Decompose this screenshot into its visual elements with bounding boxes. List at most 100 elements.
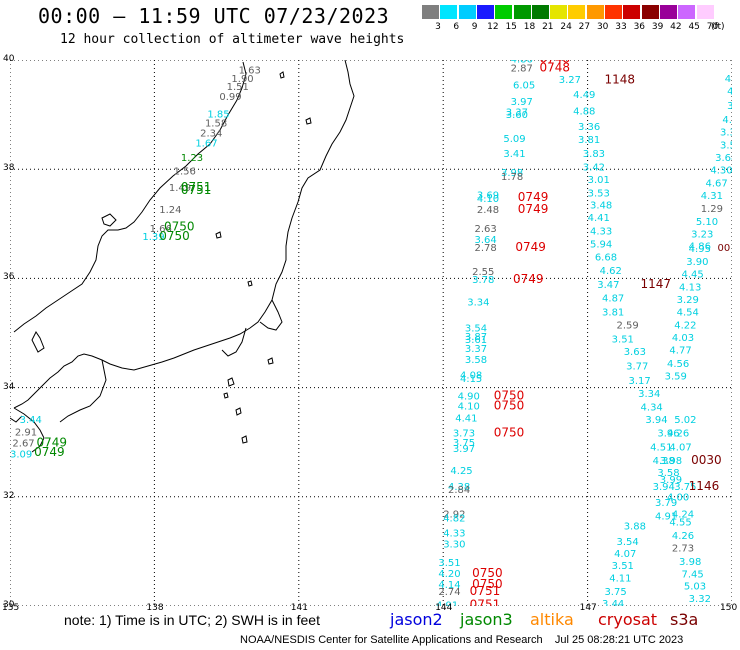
pass-time-label: 1147 bbox=[641, 277, 672, 291]
wave-height-label: 1.67 bbox=[195, 138, 217, 149]
wave-height-label: 5.03 bbox=[684, 582, 706, 593]
legend-swatch bbox=[659, 5, 677, 19]
wave-height-observations: 4.862.87074807483.2711486.054.493.974.88… bbox=[10, 60, 732, 606]
wave-height-label: 2.91 bbox=[15, 428, 37, 439]
wave-height-label: 4.45 bbox=[681, 269, 703, 280]
legend-label: 70 bbox=[706, 22, 719, 32]
pass-time-label: 0749 bbox=[34, 445, 65, 459]
wave-height-label: 4.41 bbox=[588, 213, 610, 224]
wave-height-label: 3.17 bbox=[629, 376, 651, 387]
wave-height-label: 3.99 bbox=[660, 475, 682, 486]
wave-height-label: 3.77 bbox=[626, 362, 648, 373]
wave-height-label: 6.68 bbox=[595, 252, 617, 263]
credits-footer: NOAA/NESDIS Center for Satellite Applica… bbox=[240, 634, 684, 646]
lat-lon-grid bbox=[10, 60, 732, 606]
wave-height-label: 4.25 bbox=[450, 466, 472, 477]
wave-height-label: 4.86 bbox=[511, 60, 533, 66]
wave-height-label: 3.51 bbox=[612, 334, 634, 345]
legend-label: 42 bbox=[670, 22, 682, 32]
wave-height-label: 4.26 bbox=[672, 531, 694, 542]
legend-label: 3 bbox=[435, 22, 441, 32]
longitude-label: 144 bbox=[435, 603, 453, 613]
wave-height-label: 3.79 bbox=[655, 498, 677, 509]
wave-height-label: 3.94 bbox=[645, 415, 667, 426]
wave-height-label: 0.99 bbox=[219, 92, 241, 103]
wave-height-label: 4.55 bbox=[669, 518, 691, 529]
wave-height-label: 3.98 bbox=[679, 557, 701, 568]
wave-height-label: 4.30 bbox=[710, 166, 732, 177]
wave-height-label: 4.11 bbox=[609, 573, 631, 584]
pass-time-label: 0748 bbox=[539, 60, 570, 66]
kozu-island bbox=[223, 392, 229, 399]
wave-height-label: 3.68 bbox=[715, 153, 732, 164]
pass-time-label: 0749 bbox=[518, 190, 549, 204]
longitude-label: 141 bbox=[290, 603, 308, 613]
wave-height-label: 2.87 bbox=[511, 63, 533, 74]
map-subtitle: 12 hour collection of altimeter wave hei… bbox=[60, 32, 405, 47]
wave-height-label: 7.45 bbox=[681, 570, 703, 581]
wave-height-label: 1.58 bbox=[205, 119, 227, 130]
wave-height-label: 4.38 bbox=[448, 482, 470, 493]
wave-height-label: 3.42 bbox=[583, 162, 605, 173]
wave-height-label: 3.75 bbox=[674, 482, 696, 493]
footnote: note: 1) Time is in UTC; 2) SWH is in fe… bbox=[64, 612, 320, 628]
wave-height-label: 3.58 bbox=[657, 468, 679, 479]
wave-height-label: 3.87 bbox=[465, 332, 487, 343]
wave-height-label: 4 bbox=[727, 86, 732, 97]
wave-height-label: 4.24 bbox=[672, 510, 694, 521]
pass-time-label: 1148 bbox=[604, 72, 635, 86]
oshima-island bbox=[227, 377, 235, 387]
wave-height-label: 4.62 bbox=[600, 266, 622, 277]
wave-height-label: 3.44 bbox=[20, 415, 42, 426]
wave-height-label: 3.83 bbox=[583, 149, 605, 160]
wave-height-label: 3.30 bbox=[443, 540, 465, 551]
legend-label: 36 bbox=[633, 22, 646, 32]
wave-height-label: 4.15 bbox=[460, 374, 482, 385]
small-island-a bbox=[305, 117, 312, 125]
shikoku-coast bbox=[13, 407, 45, 453]
longitude-label: 147 bbox=[579, 603, 597, 613]
latitude-label: 32 bbox=[3, 490, 15, 501]
wave-height-label: 3.53 bbox=[588, 189, 610, 200]
wave-height-label: 00 bbox=[718, 243, 731, 254]
wave-height-label: 2.78 bbox=[474, 243, 496, 254]
wave-height-label: 1.85 bbox=[207, 109, 229, 120]
wave-height-label: 3.48 bbox=[590, 201, 612, 212]
wave-height-label: 3.88 bbox=[624, 522, 646, 533]
pass-time-label: 0751 bbox=[181, 183, 212, 197]
sado-island bbox=[101, 213, 117, 227]
wave-height-label: 3.81 bbox=[602, 308, 624, 319]
wave-height-label: 3.44 bbox=[602, 599, 624, 606]
wave-height-label: 2.73 bbox=[672, 543, 694, 554]
wave-height-label: 4.90 bbox=[458, 392, 480, 403]
wave-height-label: 4.33 bbox=[443, 529, 465, 540]
kyushu-tip bbox=[10, 415, 23, 423]
wave-height-label: 3.47 bbox=[597, 280, 619, 291]
wave-height-label: 4.56 bbox=[667, 359, 689, 370]
pass-time-label: 0749 bbox=[518, 202, 549, 216]
honshu-coastline bbox=[13, 61, 247, 333]
wave-height-label: 4.10 bbox=[477, 194, 499, 205]
legend-swatch bbox=[440, 5, 458, 19]
wave-height-label: 3.01 bbox=[588, 175, 610, 186]
wave-height-label: 3.23 bbox=[691, 229, 713, 240]
pass-time-label: 0750 bbox=[494, 389, 525, 403]
wave-height-label: 4.7 bbox=[722, 115, 732, 126]
wave-height-label: 2.34 bbox=[200, 128, 222, 139]
wave-height-label: 4.26 bbox=[667, 429, 689, 440]
wave-height-label: 3.60 bbox=[506, 110, 528, 121]
legend-swatch bbox=[495, 5, 513, 19]
pass-time-label: 0749 bbox=[36, 436, 67, 450]
latitude-label: 34 bbox=[3, 381, 15, 392]
pass-time-label: 0750 bbox=[472, 577, 503, 591]
wave-height-label: 3.27 bbox=[559, 75, 581, 86]
wave-height-label: 4.13 bbox=[679, 282, 701, 293]
wave-height-label: 3.90 bbox=[686, 257, 708, 268]
latitude-label: 40 bbox=[3, 54, 15, 64]
wave-height-label: 3.29 bbox=[677, 295, 699, 306]
wave-height-label: 4.88 bbox=[573, 107, 595, 118]
map-title: 00:00 – 11:59 UTC 07/23/2023 bbox=[38, 4, 390, 28]
wave-height-label: 3.75 bbox=[453, 438, 475, 449]
wave-height-label: 3.63 bbox=[624, 347, 646, 358]
wave-height-label: 1.49 bbox=[169, 183, 191, 194]
